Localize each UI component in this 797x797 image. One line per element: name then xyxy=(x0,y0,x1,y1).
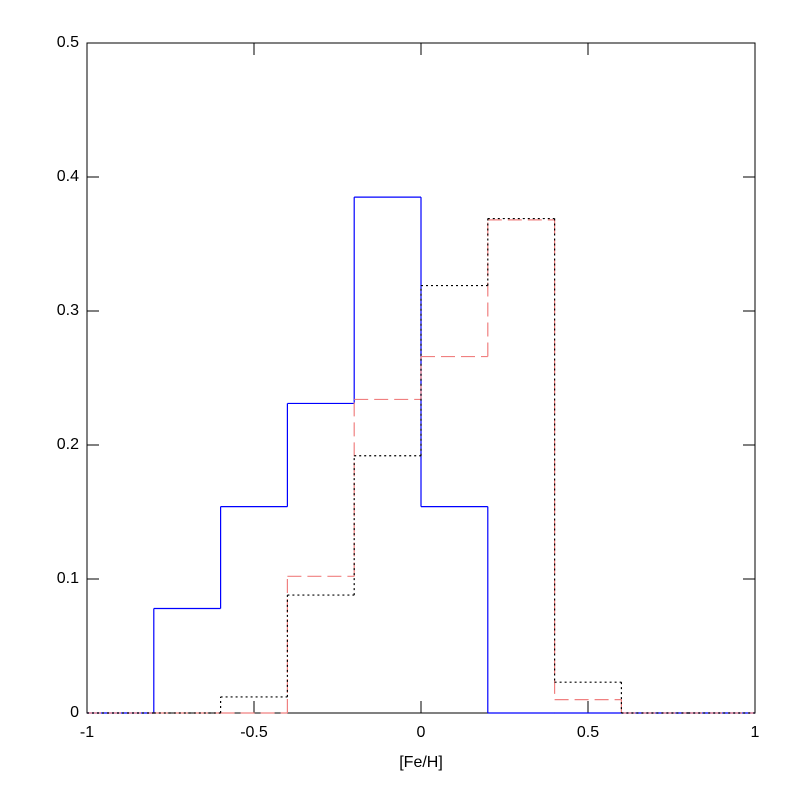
y-tick-label: 0.4 xyxy=(57,168,79,185)
x-axis-label: [Fe/H] xyxy=(399,754,443,771)
y-tick-label: 0.2 xyxy=(57,436,79,453)
y-tick-label: 0.3 xyxy=(57,302,79,319)
y-tick-label: 0.1 xyxy=(57,570,79,587)
x-tick-label: 1 xyxy=(751,724,760,741)
x-tick-label: 0 xyxy=(417,724,426,741)
x-tick-label: -1 xyxy=(80,724,94,741)
y-tick-label: 0 xyxy=(70,704,79,721)
y-tick-label: 0.5 xyxy=(57,34,79,51)
x-tick-label: 0.5 xyxy=(577,724,599,741)
x-tick-label: -0.5 xyxy=(240,724,268,741)
